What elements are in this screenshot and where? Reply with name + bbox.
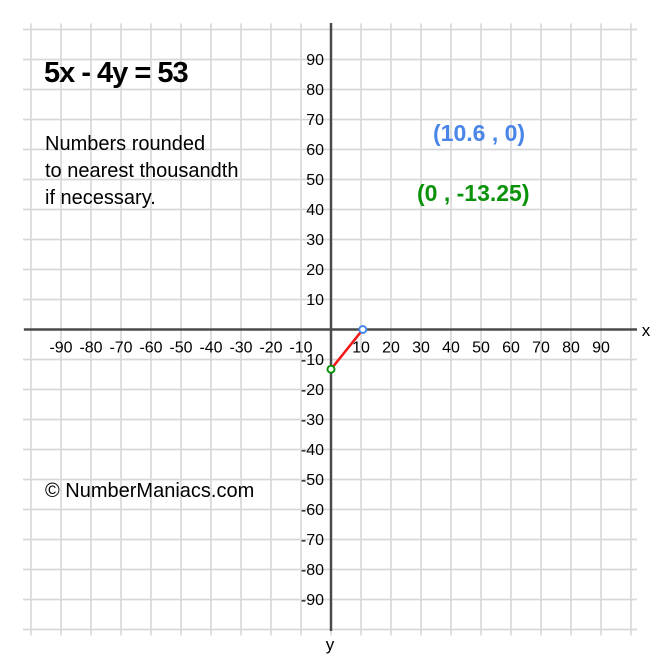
x-tick-label: 60 [502, 340, 520, 357]
y-tick-label: 70 [306, 112, 324, 129]
x-tick-label: -20 [259, 340, 282, 357]
rounding-note-line-1: Numbers rounded [45, 133, 206, 155]
x-intercept-label: (10.6 , 0) [433, 120, 526, 146]
y-tick-label: -90 [301, 592, 324, 609]
y-tick-label: 30 [306, 232, 324, 249]
y-tick-label: -50 [301, 472, 324, 489]
x-tick-label: -70 [109, 340, 132, 357]
rounding-note: Numbers rounded to nearest thousandth if… [45, 131, 238, 212]
y-tick-label: -60 [301, 502, 324, 519]
x-tick-label: 80 [562, 340, 580, 357]
x-tick-label: 10 [352, 340, 370, 357]
equation-title: 5x - 4y = 53 [44, 57, 189, 89]
y-tick-label: -30 [301, 412, 324, 429]
y-tick-label: 50 [306, 172, 324, 189]
y-tick-label: 60 [306, 142, 324, 159]
x-tick-label: -60 [139, 340, 162, 357]
intercept-segment [329, 328, 364, 371]
y-tick-label: -70 [301, 532, 324, 549]
y-tick-label: -10 [301, 352, 324, 369]
x-tick-label: 90 [592, 340, 610, 357]
x-tick-label: 30 [412, 340, 430, 357]
x-tick-label: 70 [532, 340, 550, 357]
y-tick-label: 90 [306, 52, 324, 69]
x-tick-label: -40 [199, 340, 222, 357]
rounding-note-line-2: to nearest thousandth [45, 160, 239, 182]
y-tick-label: 10 [306, 292, 324, 309]
x-tick-label: -90 [49, 340, 72, 357]
y-tick-label: -80 [301, 562, 324, 579]
x-tick-label: 50 [472, 340, 490, 357]
y-tick-label: -20 [301, 382, 324, 399]
y-axis-title: y [326, 635, 335, 654]
copyright-text: © NumberManiacs.com [45, 480, 255, 502]
x-tick-label: -50 [169, 340, 192, 357]
x-tick-label: -80 [79, 340, 102, 357]
y-tick-label: 80 [306, 82, 324, 99]
x-tick-label: 40 [442, 340, 460, 357]
y-intercept-marker [326, 364, 336, 374]
y-tick-label: 20 [306, 262, 324, 279]
rounding-note-line-3: if necessary. [45, 187, 156, 209]
y-tick-label: 40 [306, 202, 324, 219]
x-axis-title: x [642, 321, 651, 340]
x-tick-label: 20 [382, 340, 400, 357]
y-intercept-label: (0 , -13.25) [417, 180, 530, 206]
x-intercept-marker [358, 325, 368, 334]
x-tick-label: -10 [289, 340, 312, 357]
x-tick-label: -30 [229, 340, 252, 357]
y-tick-label: -40 [301, 442, 324, 459]
